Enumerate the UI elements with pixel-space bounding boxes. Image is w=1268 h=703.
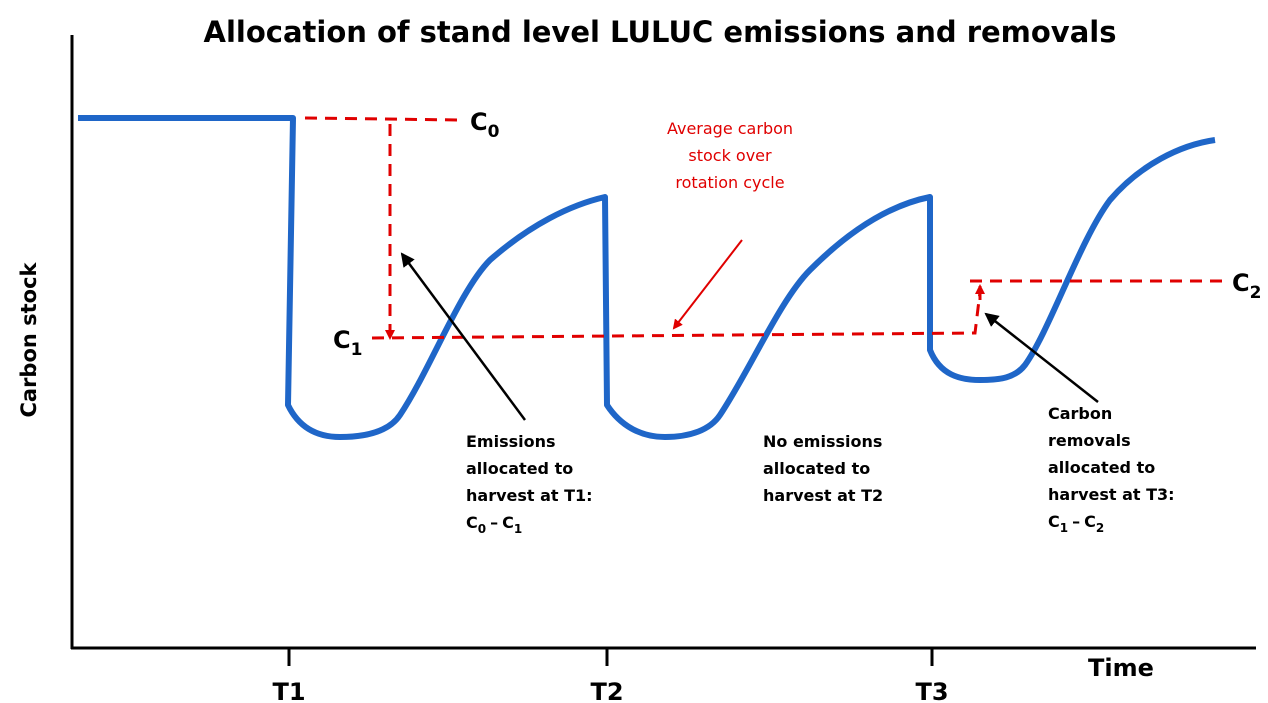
note-formula: C1– C2 — [1048, 512, 1104, 535]
formula-sub: 1 — [1060, 521, 1068, 535]
title: Allocation of stand level LULUC emission… — [204, 15, 1117, 49]
formula-letter: C — [502, 513, 514, 532]
note-line: harvest at T3: — [1048, 485, 1175, 504]
formula-sub: 2 — [1096, 521, 1104, 535]
c0-level — [304, 116, 461, 122]
average-pointer — [672, 239, 743, 330]
removal-pointer — [984, 312, 1099, 403]
level-label: C2 — [1232, 269, 1261, 303]
note-line: Carbon — [1048, 404, 1112, 423]
emission-pointer — [400, 252, 527, 421]
notes: Average carbon stock over rotation cycle Em… — [466, 119, 1175, 536]
level-sub: 2 — [1250, 283, 1262, 303]
time-tick-label: T2 — [590, 678, 623, 703]
level-letter: C — [1232, 269, 1250, 297]
note-line: allocated to — [466, 459, 573, 478]
note-line: No emissions — [763, 432, 882, 451]
note-formula: C0– C1 — [466, 513, 522, 536]
formula-sub: 0 — [478, 522, 486, 536]
y-axis-label: Carbon stock — [17, 261, 41, 417]
note-line: allocated to — [1048, 458, 1155, 477]
level-sub: 1 — [351, 340, 363, 360]
level-letter: C — [333, 326, 351, 354]
level-letter: C — [470, 108, 488, 136]
formula-letter: C — [466, 513, 478, 532]
average-note: stock over — [688, 146, 772, 165]
note-line: harvest at T1: — [466, 486, 593, 505]
level-sub: 0 — [488, 122, 500, 142]
x-axis-label: Time — [1088, 654, 1154, 682]
average-note: Average carbon — [667, 119, 793, 138]
time-tick-label: T3 — [915, 678, 948, 703]
note-line: harvest at T2 — [763, 486, 883, 505]
carbon-stock-curve — [78, 115, 1216, 440]
formula-letter: C — [1084, 512, 1096, 531]
operator: – — [490, 513, 498, 532]
operator: – — [1072, 512, 1080, 531]
note-line: allocated to — [763, 459, 870, 478]
note-line: Emissions — [466, 432, 556, 451]
note-line: removals — [1048, 431, 1131, 450]
level-label: C1 — [333, 326, 362, 360]
time-tick-label: T1 — [272, 678, 305, 703]
formula-letter: C — [1048, 512, 1060, 531]
formula-sub: 1 — [514, 522, 522, 536]
average-note: rotation cycle — [675, 173, 784, 192]
tick-marks — [287, 648, 934, 666]
level-label: C0 — [470, 108, 500, 142]
average-level — [371, 291, 982, 340]
